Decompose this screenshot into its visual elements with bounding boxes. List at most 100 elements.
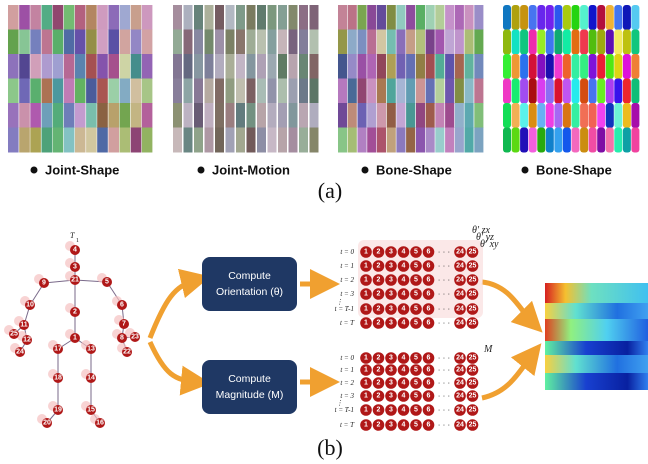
stripe bbox=[367, 54, 377, 79]
cell bbox=[385, 419, 397, 431]
stripe bbox=[278, 127, 287, 153]
joint-label: 2 bbox=[73, 309, 77, 316]
stripe bbox=[605, 127, 614, 153]
cell-label: 6 bbox=[427, 291, 431, 298]
stripe bbox=[537, 54, 546, 79]
cell bbox=[466, 390, 479, 402]
stripe bbox=[474, 54, 484, 79]
joint bbox=[117, 333, 127, 343]
stripe bbox=[278, 78, 287, 104]
stripe bbox=[580, 54, 589, 79]
stripe bbox=[173, 5, 182, 30]
stripe bbox=[130, 5, 142, 30]
stripe bbox=[357, 5, 367, 30]
stripe bbox=[19, 29, 30, 55]
stripe bbox=[338, 29, 348, 55]
stripe bbox=[108, 103, 119, 128]
stripe bbox=[30, 127, 41, 153]
row-label: t = T bbox=[340, 421, 355, 429]
joint-label: 16 bbox=[96, 420, 104, 427]
joint-label: 9 bbox=[42, 280, 46, 287]
stripe bbox=[571, 54, 580, 79]
cell bbox=[360, 246, 372, 258]
cell-label: 3 bbox=[389, 367, 393, 374]
cell-label: 5 bbox=[414, 422, 418, 429]
stripe bbox=[246, 5, 256, 30]
stripe bbox=[454, 78, 464, 104]
stripe bbox=[63, 54, 75, 79]
cell-label: 1 bbox=[364, 380, 368, 387]
stripe bbox=[204, 78, 214, 104]
cell bbox=[385, 404, 397, 416]
ellipsis: · · · bbox=[438, 366, 450, 375]
stripe bbox=[141, 103, 153, 128]
stripe bbox=[130, 127, 142, 153]
stripe bbox=[97, 103, 108, 128]
caption: Joint-Shape bbox=[45, 162, 119, 177]
stripe bbox=[8, 127, 19, 153]
stripe bbox=[8, 29, 19, 55]
stripe bbox=[631, 5, 640, 30]
annotation: θ′ xy bbox=[480, 239, 499, 250]
cell-label: 2 bbox=[377, 380, 381, 387]
stripe bbox=[520, 78, 529, 104]
stripe bbox=[299, 78, 308, 104]
ellipsis: · · · bbox=[438, 354, 450, 363]
cell-label: 4 bbox=[402, 249, 406, 256]
cell-label: 6 bbox=[427, 367, 431, 374]
cell-label: 2 bbox=[377, 306, 381, 313]
stripe bbox=[605, 78, 614, 104]
stripe bbox=[309, 29, 319, 55]
stripe bbox=[63, 127, 75, 153]
stripe bbox=[309, 5, 319, 30]
stripe bbox=[474, 127, 484, 153]
stripe bbox=[631, 103, 640, 128]
cell bbox=[410, 303, 422, 315]
stripe bbox=[347, 54, 357, 79]
cell-label: 1 bbox=[364, 291, 368, 298]
cell-label: 1 bbox=[364, 407, 368, 414]
stripe bbox=[19, 5, 30, 30]
joint-label: 8 bbox=[120, 335, 124, 342]
stripe bbox=[406, 127, 416, 153]
stripe bbox=[435, 54, 445, 79]
ellipsis: · · · bbox=[438, 379, 450, 388]
stripe bbox=[299, 5, 308, 30]
stripe bbox=[605, 54, 614, 79]
stripe bbox=[367, 5, 377, 30]
stripe bbox=[588, 127, 597, 153]
joint-label: 5 bbox=[105, 279, 109, 286]
cell bbox=[360, 352, 372, 364]
cell-label: 5 bbox=[414, 306, 418, 313]
stripe bbox=[622, 5, 631, 30]
cell-label: 2 bbox=[377, 407, 381, 414]
cell bbox=[372, 260, 385, 272]
joint-label: 13 bbox=[87, 346, 95, 353]
row-label: t = 1 bbox=[340, 262, 354, 270]
stripe bbox=[257, 5, 266, 30]
stripe bbox=[503, 103, 511, 128]
stripe bbox=[605, 5, 614, 30]
stripe bbox=[511, 5, 520, 30]
stripe bbox=[278, 29, 287, 55]
cell bbox=[372, 419, 385, 431]
cell bbox=[360, 260, 372, 272]
cell-label: 24 bbox=[456, 422, 464, 429]
stripe bbox=[622, 78, 631, 104]
cell bbox=[360, 404, 372, 416]
stripe bbox=[614, 5, 623, 30]
cell bbox=[410, 274, 422, 286]
stripe bbox=[278, 5, 287, 30]
stripe bbox=[614, 78, 623, 104]
stripe bbox=[19, 78, 30, 104]
stripe bbox=[588, 29, 597, 55]
captions: Joint-Shape Joint-Motion Bone-Shape Bone-Sh… bbox=[30, 162, 612, 177]
stripe bbox=[367, 103, 377, 128]
stripe bbox=[338, 5, 348, 30]
stripe bbox=[464, 29, 474, 55]
stripe bbox=[108, 54, 119, 79]
cell-label: 5 bbox=[414, 249, 418, 256]
cell bbox=[397, 364, 410, 376]
stripe bbox=[86, 127, 97, 153]
cell bbox=[454, 288, 466, 300]
